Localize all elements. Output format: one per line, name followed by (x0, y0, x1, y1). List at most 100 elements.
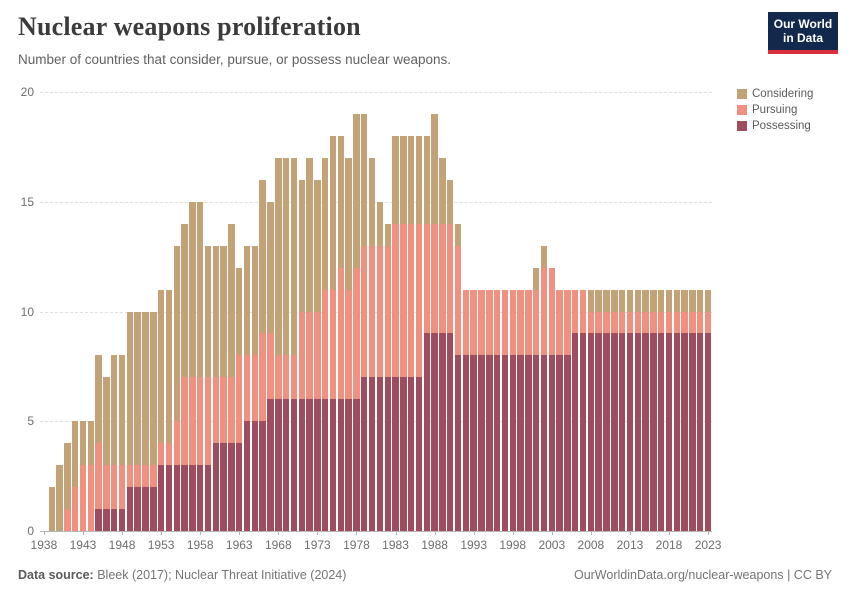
bar-1989[interactable] (439, 157, 446, 531)
owid-logo-line2: in Data (782, 31, 823, 45)
bar-1954[interactable] (165, 289, 173, 531)
bar-1949[interactable] (126, 311, 134, 531)
bar-1970[interactable] (290, 157, 298, 531)
bar-1947[interactable] (111, 355, 118, 531)
bar-1975[interactable] (329, 135, 337, 531)
bar-2013[interactable] (626, 289, 634, 531)
bar-2020[interactable] (681, 289, 688, 531)
bar-1990[interactable] (447, 179, 454, 531)
bar-1997[interactable] (501, 289, 509, 531)
bar-1955[interactable] (173, 245, 180, 531)
bar-1967[interactable] (267, 201, 274, 531)
bar-1946[interactable] (103, 377, 110, 531)
bar-1951[interactable] (142, 311, 149, 531)
bar-2018[interactable] (665, 289, 673, 531)
bar-1953[interactable] (157, 289, 165, 531)
bar-1987[interactable] (423, 135, 430, 531)
bar-2006[interactable] (572, 289, 579, 531)
bar-1961[interactable] (220, 245, 227, 531)
bar-2011[interactable] (611, 289, 618, 531)
bar-1952[interactable] (150, 311, 157, 531)
bar-1959[interactable] (204, 245, 212, 531)
bar-1944[interactable] (87, 421, 94, 531)
bar-1966[interactable] (259, 179, 266, 531)
bar-1963[interactable] (236, 267, 243, 531)
bar-1982[interactable] (384, 223, 391, 531)
bar-2019[interactable] (673, 289, 681, 531)
bar-2001[interactable] (532, 267, 540, 531)
bar-1988[interactable] (431, 113, 438, 531)
bar-1985[interactable] (407, 135, 415, 531)
bar-1996[interactable] (493, 289, 501, 531)
bar-1998[interactable] (509, 289, 516, 531)
bar-1978[interactable] (353, 113, 360, 531)
bar-1999[interactable] (517, 289, 524, 531)
bar-1968[interactable] (275, 157, 282, 531)
bar-2016[interactable] (650, 289, 657, 531)
bar-1950[interactable] (134, 311, 141, 531)
bar-1973[interactable] (314, 179, 321, 531)
bar-2021[interactable] (689, 289, 696, 531)
segment-possessing-1945 (95, 509, 102, 531)
bar-1991[interactable] (454, 223, 462, 531)
bar-2004[interactable] (556, 289, 563, 531)
bar-1957[interactable] (189, 201, 196, 531)
bar-2010[interactable] (603, 289, 610, 531)
bar-1995[interactable] (486, 289, 493, 531)
owid-logo[interactable]: Our World in Data (768, 12, 838, 54)
bar-2009[interactable] (595, 289, 602, 531)
bar-1942[interactable] (71, 421, 79, 531)
footer-right: OurWorldinData.org/nuclear-weapons | CC … (574, 568, 832, 582)
bar-1983[interactable] (392, 135, 399, 531)
bar-1965[interactable] (251, 245, 259, 531)
bar-1976[interactable] (337, 135, 345, 531)
bar-1945[interactable] (95, 355, 102, 531)
bar-1993[interactable] (470, 289, 477, 531)
legend-item-possessing[interactable]: Possessing (737, 120, 813, 132)
bar-2014[interactable] (634, 289, 641, 531)
bar-2023[interactable] (704, 289, 712, 531)
segment-possessing-1949 (126, 487, 134, 531)
bar-2000[interactable] (525, 289, 532, 531)
bar-1948[interactable] (118, 355, 126, 531)
bar-1943[interactable] (79, 421, 87, 531)
bar-1939[interactable] (48, 487, 55, 531)
bar-1956[interactable] (181, 223, 188, 531)
bar-1979[interactable] (361, 113, 368, 531)
legend-item-pursuing[interactable]: Pursuing (737, 104, 813, 116)
bar-1971[interactable] (298, 179, 305, 531)
bar-1960[interactable] (212, 245, 219, 531)
bar-1962[interactable] (228, 223, 235, 531)
segment-considering-2010 (603, 289, 610, 312)
bar-1986[interactable] (415, 135, 423, 531)
bar-1972[interactable] (306, 157, 313, 531)
segment-considering-1969 (282, 157, 290, 356)
bar-1984[interactable] (400, 135, 407, 531)
bar-2017[interactable] (658, 289, 665, 531)
segment-considering-1981 (376, 201, 384, 246)
bar-1958[interactable] (196, 201, 204, 531)
bar-2008[interactable] (587, 289, 595, 531)
legend-item-considering[interactable]: Considering (737, 88, 813, 100)
bar-1977[interactable] (345, 157, 352, 531)
bar-2003[interactable] (548, 267, 555, 531)
segment-pursuing-2012 (618, 311, 626, 334)
bar-2022[interactable] (697, 289, 704, 531)
bar-2015[interactable] (642, 289, 649, 531)
bar-1941[interactable] (64, 443, 71, 531)
bar-1994[interactable] (478, 289, 485, 531)
bar-1980[interactable] (368, 157, 376, 531)
bar-1964[interactable] (243, 245, 251, 531)
bar-1974[interactable] (322, 157, 329, 531)
x-axis-tick-2018 (669, 531, 671, 535)
bar-2002[interactable] (540, 245, 548, 531)
owid-link[interactable]: OurWorldinData.org/nuclear-weapons (573, 568, 784, 582)
bar-2005[interactable] (564, 289, 571, 531)
bar-1981[interactable] (376, 201, 384, 531)
bar-1969[interactable] (282, 157, 290, 531)
bar-2007[interactable] (579, 289, 587, 531)
bar-2012[interactable] (618, 289, 626, 531)
bar-1940[interactable] (56, 465, 63, 531)
bar-1992[interactable] (462, 289, 470, 531)
segment-pursuing-1982 (384, 245, 391, 378)
